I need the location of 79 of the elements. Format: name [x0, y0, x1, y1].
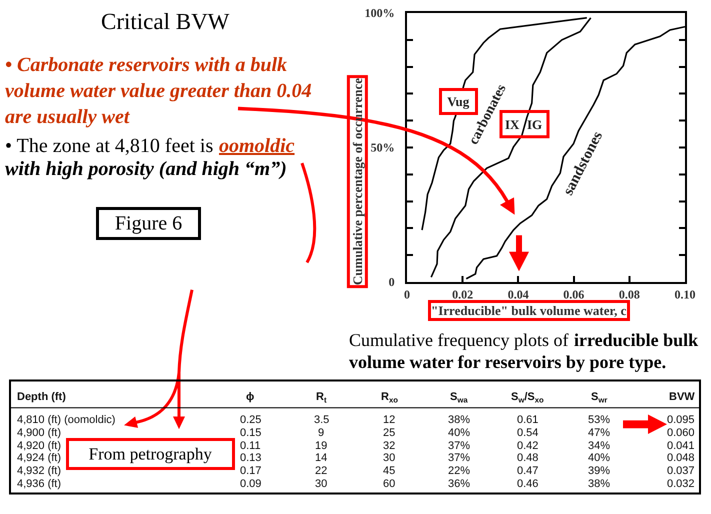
annotation: IX	[505, 117, 520, 132]
category-label: 4,924 (ft)	[17, 452, 62, 464]
x-tick-label: 0.04	[508, 287, 529, 302]
text: 22%	[448, 465, 470, 477]
text: • The zone at 4,810 feet is	[5, 135, 214, 157]
text: irreducible bulk	[574, 330, 698, 350]
text: 45	[383, 465, 396, 477]
annotation: IG	[527, 117, 542, 132]
text: 37%	[448, 440, 470, 452]
y-tick-label: 0	[388, 275, 395, 290]
text: 32	[383, 440, 396, 452]
category-label: 4,932 (ft)	[17, 465, 62, 477]
text: 25	[383, 427, 396, 439]
x-tick-label: 0	[404, 287, 410, 302]
text: 0.25	[240, 414, 262, 426]
category-label: BVW	[669, 391, 696, 403]
text: 30	[383, 452, 396, 464]
text: 34%	[588, 440, 610, 452]
text: 9	[318, 427, 324, 439]
category-label: 4,936 (ft)	[17, 478, 62, 490]
text: 0.15	[240, 427, 262, 439]
x-tick-label: 0.06	[563, 287, 584, 302]
text: 22	[315, 465, 328, 477]
category-label: S$_{w}$/S$_{xo}$	[511, 391, 544, 404]
text: oomoldic	[219, 135, 295, 157]
text: Cumulative frequency plots of	[349, 330, 568, 350]
category-label: R$_{t}$	[316, 391, 327, 404]
x-axis-title: "Irreducible" bulk volume water, c	[431, 303, 627, 318]
text: 0.095	[667, 414, 695, 426]
y-tick-label: 100%	[364, 6, 395, 20]
text: 0.42	[517, 440, 538, 452]
text: 12	[383, 414, 396, 426]
text: 0.048	[667, 452, 695, 464]
text: 0.09	[240, 478, 262, 490]
text: with high porosity (and high “m”)	[5, 158, 287, 180]
text: 0.11	[240, 440, 261, 452]
text: 19	[315, 440, 328, 452]
category-label: R$_{xo}$	[381, 391, 398, 404]
text: 53%	[588, 414, 610, 426]
text: 0.47	[517, 465, 538, 477]
caption: Figure 6	[114, 212, 182, 234]
text: 0.61	[517, 414, 538, 426]
text: volume water for reservoirs by pore type.	[349, 352, 666, 372]
text: 0.46	[517, 478, 538, 490]
text: 60	[383, 478, 396, 490]
text: Depth (ft)	[17, 391, 66, 403]
text: 0.48	[517, 452, 538, 464]
text: 0.032	[667, 478, 695, 490]
x-tick-label: 0.02	[452, 287, 474, 302]
text: Critical BVW	[101, 9, 230, 34]
text: 14	[315, 452, 328, 464]
text: 0.17	[240, 465, 262, 477]
text: 38%	[588, 478, 610, 490]
annotation: Vug	[447, 94, 470, 109]
text: 0.54	[517, 427, 538, 439]
text: 40%	[448, 427, 470, 439]
x-tick-label: 0.10	[674, 287, 696, 302]
category-label: 4,810 (ft) (oomoldic)	[17, 414, 116, 426]
category-label: S$_{wr}$	[591, 391, 608, 404]
text: 36%	[448, 478, 470, 490]
y-axis-title: Cumulative percentage of occurrence	[350, 78, 365, 286]
text: 0.13	[240, 452, 262, 464]
category-label: 4,900 (ft)	[17, 427, 62, 439]
text: 38%	[448, 414, 470, 426]
text: From petrography	[88, 444, 212, 464]
category-label: 4,920 (ft)	[17, 440, 62, 452]
text: 0.041	[667, 440, 695, 452]
text: 37%	[448, 452, 470, 464]
y-tick-label: 50%	[370, 140, 395, 155]
x-tick-label: 0.08	[618, 287, 640, 302]
text: 0.037	[667, 465, 695, 477]
text: 47%	[588, 427, 610, 439]
text: 30	[315, 478, 328, 490]
text: 40%	[588, 452, 610, 464]
text: 3.5	[314, 414, 330, 426]
category-label: ϕ	[246, 391, 254, 403]
text: 0.060	[667, 427, 695, 439]
text: 39%	[588, 465, 610, 477]
category-label: S$_{wa}$	[450, 391, 468, 404]
